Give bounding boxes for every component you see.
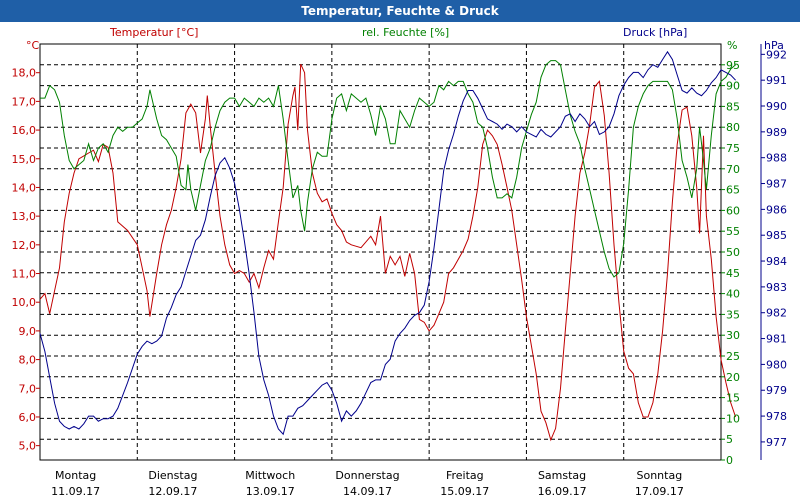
temperature-tick-label: 17,0 — [12, 95, 37, 108]
humidity-tick-label: 40 — [726, 288, 740, 301]
pressure-tick-label: 981 — [766, 333, 787, 346]
humidity-tick-label: 5 — [726, 433, 733, 446]
pressure-axis: 977 978 979 980 981 982 983 984 985 986 987 988 989 9… — [761, 48, 787, 449]
temperature-tick-label: 10,0 — [12, 296, 37, 309]
humidity-tick-label: 80 — [726, 121, 740, 134]
humidity-tick-label: 85 — [726, 100, 740, 113]
temperature-legend: Temperatur [°C] — [109, 26, 198, 39]
temperature-tick-label: 7,0 — [19, 382, 37, 395]
pressure-tick-label: 992 — [766, 48, 787, 61]
day-name-label: Montag — [55, 469, 96, 482]
humidity-tick-label: 50 — [726, 246, 740, 259]
humidity-axis: 0 5 10 15 20 25 30 35 40 45 50 55 60 65 70 75 80 85 90 95 — [721, 59, 740, 467]
humidity-unit: % — [727, 39, 737, 52]
humidity-tick-label: 90 — [726, 80, 740, 93]
humidity-legend: rel. Feuchte [%] — [362, 26, 449, 39]
pressure-tick-label: 986 — [766, 203, 787, 216]
humidity-tick-label: 45 — [726, 267, 740, 280]
humidity-tick-label: 95 — [726, 59, 740, 72]
humidity-tick-label: 75 — [726, 142, 740, 155]
humidity-tick-label: 70 — [726, 163, 740, 176]
temperature-tick-label: 8,0 — [19, 354, 37, 367]
humidity-tick-label: 15 — [726, 392, 740, 405]
temperature-tick-label: 13,0 — [12, 210, 37, 223]
day-date-label: 15.09.17 — [440, 485, 489, 498]
day-date-label: 11.09.17 — [51, 485, 100, 498]
pressure-unit: hPa — [764, 39, 784, 52]
humidity-tick-label: 20 — [726, 371, 740, 384]
day-name-label: Mittwoch — [245, 469, 295, 482]
day-date-label: 14.09.17 — [343, 485, 392, 498]
pressure-line — [39, 50, 736, 436]
pressure-tick-label: 991 — [766, 74, 787, 87]
humidity-tick-label: 25 — [726, 350, 740, 363]
day-name-label: Sonntag — [637, 469, 683, 482]
humidity-tick-label: 10 — [726, 412, 740, 425]
day-name-label: Dienstag — [148, 469, 197, 482]
day-name-label: Freitag — [446, 469, 484, 482]
pressure-tick-label: 984 — [766, 255, 787, 268]
humidity-tick-label: 55 — [726, 225, 740, 238]
day-date-label: 13.09.17 — [246, 485, 295, 498]
pressure-tick-label: 990 — [766, 100, 787, 113]
humidity-tick-label: 60 — [726, 204, 740, 217]
pressure-tick-label: 979 — [766, 384, 787, 397]
temperature-tick-label: 9,0 — [19, 325, 37, 338]
pressure-tick-label: 980 — [766, 358, 787, 371]
pressure-tick-label: 978 — [766, 410, 787, 423]
temperature-axis: 5,0 6,0 7,0 8,0 9,0 10,0 11,0 12,0 13,0 14,0 15,0 1… — [12, 67, 40, 453]
humidity-tick-label: 30 — [726, 329, 740, 342]
humidity-tick-label: 35 — [726, 308, 740, 321]
temperature-tick-label: 14,0 — [12, 181, 37, 194]
weather-chart: 5,0 6,0 7,0 8,0 9,0 10,0 11,0 12,0 13,0 14,0 15,0 1… — [0, 22, 800, 500]
temperature-tick-label: 5,0 — [19, 440, 37, 453]
day-date-label: 17.09.17 — [635, 485, 684, 498]
pressure-tick-label: 982 — [766, 307, 787, 320]
pressure-tick-label: 985 — [766, 229, 787, 242]
temperature-unit: °C — [26, 39, 40, 52]
humidity-tick-label: 0 — [726, 454, 733, 467]
temperature-tick-label: 15,0 — [12, 153, 37, 166]
temperature-tick-label: 12,0 — [12, 239, 37, 252]
temperature-tick-label: 11,0 — [12, 268, 37, 281]
pressure-tick-label: 988 — [766, 152, 787, 165]
chart-series — [39, 50, 737, 442]
day-date-label: 16.09.17 — [538, 485, 587, 498]
pressure-tick-label: 983 — [766, 281, 787, 294]
day-name-label: Donnerstag — [335, 469, 399, 482]
temperature-tick-label: 16,0 — [12, 124, 37, 137]
humidity-tick-label: 65 — [726, 184, 740, 197]
pressure-tick-label: 977 — [766, 436, 787, 449]
humidity-line — [40, 60, 736, 278]
day-axis: Montag 11.09.17 Dienstag 12.09.17 Mittwoch 13… — [51, 469, 684, 498]
temperature-tick-label: 18,0 — [12, 67, 37, 80]
pressure-tick-label: 987 — [766, 178, 787, 191]
window-title: Temperatur, Feuchte & Druck — [0, 0, 800, 22]
pressure-legend: Druck [hPa] — [623, 26, 687, 39]
day-name-label: Samstag — [538, 469, 586, 482]
day-date-label: 12.09.17 — [148, 485, 197, 498]
temperature-tick-label: 6,0 — [19, 411, 37, 424]
temperature-line — [39, 63, 737, 442]
pressure-tick-label: 989 — [766, 126, 787, 139]
